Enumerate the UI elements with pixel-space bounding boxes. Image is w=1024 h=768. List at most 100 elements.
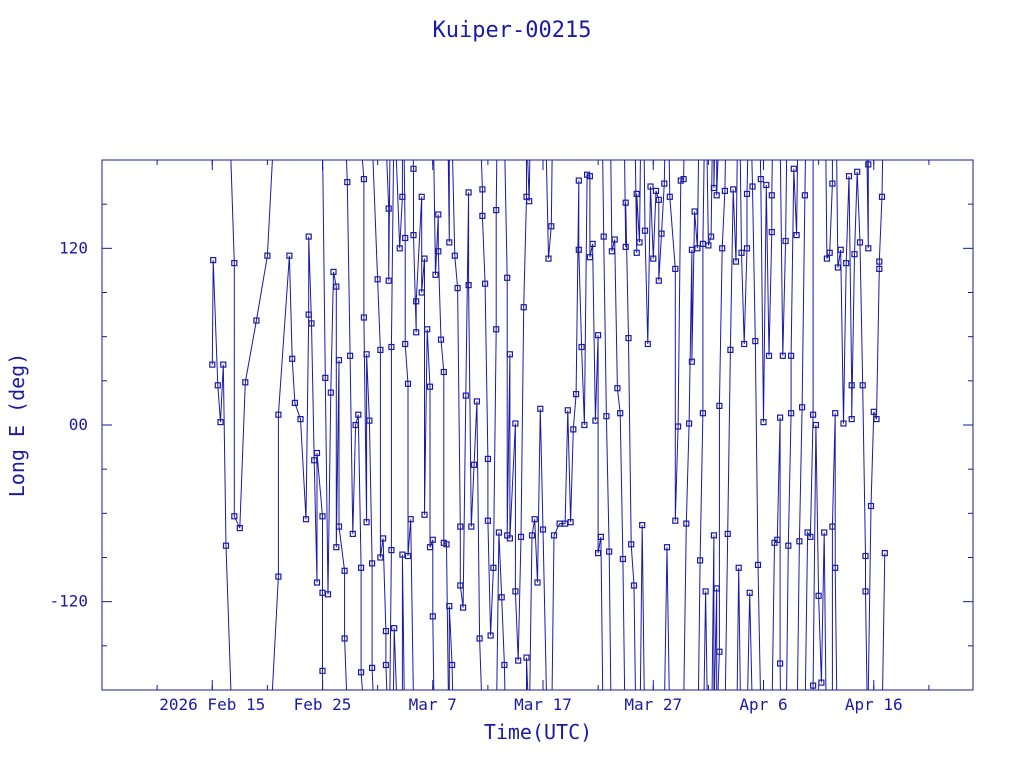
data-point-marker: [344, 179, 351, 186]
x-tick-label: 2026 Feb 15: [159, 695, 265, 714]
y-axis-label: Long E (deg): [5, 353, 29, 498]
data-point-marker: [484, 455, 491, 462]
data-point-marker: [843, 260, 850, 267]
data-point-marker: [236, 524, 243, 532]
x-tick-label: Mar 7: [409, 695, 457, 714]
data-point-marker: [222, 542, 230, 549]
data-point-marker: [545, 255, 552, 262]
data-point-marker: [854, 168, 861, 175]
data-point-marker: [534, 579, 541, 586]
data-point-marker: [705, 242, 712, 249]
data-point-marker: [628, 541, 635, 548]
data-point-marker: [410, 232, 417, 239]
data-point-marker: [691, 208, 698, 215]
x-axis-label: Time(UTC): [484, 720, 592, 744]
data-point-marker: [454, 285, 461, 292]
data-point-marker: [473, 398, 480, 405]
data-point-marker: [426, 383, 434, 390]
data-point-marker: [785, 542, 792, 549]
data-point-marker: [636, 239, 643, 246]
data-point-marker: [388, 546, 395, 554]
data-point-marker: [217, 419, 224, 426]
data-point-marker: [363, 519, 370, 526]
data-point-marker: [732, 258, 740, 265]
data-point-marker: [446, 239, 453, 246]
data-point-marker: [586, 173, 594, 180]
data-point-marker: [752, 338, 759, 345]
data-point-marker: [220, 361, 227, 368]
data-point-marker: [214, 382, 221, 389]
data-point-marker: [572, 391, 580, 398]
data-point-marker: [297, 416, 304, 423]
data-point-marker: [721, 187, 729, 194]
data-point-marker: [608, 248, 616, 255]
data-point-marker: [594, 332, 602, 339]
data-point-marker: [210, 257, 217, 264]
data-point-marker: [821, 529, 828, 536]
data-point-marker: [413, 298, 420, 305]
data-point-marker: [253, 317, 260, 324]
data-point-marker: [520, 304, 527, 311]
data-point-marker: [360, 176, 367, 183]
data-point-marker: [743, 190, 751, 197]
data-point-marker: [611, 236, 618, 243]
data-point-marker: [487, 632, 494, 639]
data-point-marker: [291, 399, 298, 406]
data-point-marker: [358, 669, 365, 676]
data-point-marker: [617, 410, 624, 417]
data-point-marker: [793, 232, 800, 239]
data-point-marker: [341, 567, 348, 574]
data-point-marker: [658, 230, 665, 237]
data-point-marker: [564, 407, 571, 414]
data-point-marker: [760, 419, 767, 426]
data-point-marker: [333, 544, 340, 551]
data-point-marker: [743, 245, 751, 252]
data-point-marker: [738, 249, 745, 256]
data-point-marker: [633, 249, 640, 256]
data-point-marker: [594, 549, 602, 557]
data-point-marker: [484, 517, 491, 524]
data-point-marker: [286, 252, 293, 259]
data-point-marker: [506, 351, 513, 358]
data-point-marker: [652, 187, 660, 194]
data-point-marker: [402, 340, 409, 348]
data-point-marker: [592, 417, 599, 424]
data-point-marker: [710, 184, 718, 192]
data-point-marker: [694, 245, 701, 252]
data-point-marker: [867, 502, 875, 510]
data-point-marker: [719, 245, 726, 252]
data-point-marker: [672, 517, 679, 524]
data-point-marker: [832, 564, 839, 571]
data-point-marker: [421, 511, 428, 518]
data-point-marker: [308, 320, 315, 327]
plot-frame: [101, 159, 974, 691]
data-point-marker: [650, 255, 657, 262]
data-point-marker: [410, 165, 417, 172]
data-point-marker: [465, 282, 472, 289]
data-point-marker: [674, 423, 682, 430]
data-point-marker: [768, 229, 775, 236]
data-point-marker: [355, 411, 362, 418]
data-point-marker: [264, 252, 271, 259]
data-point-marker: [834, 264, 842, 271]
x-tick-label: Mar 17: [514, 695, 572, 714]
data-point-marker: [567, 519, 574, 526]
y-tick-label: 120: [59, 238, 88, 257]
data-point-marker: [735, 564, 742, 571]
data-point-marker: [655, 196, 662, 203]
data-point-marker: [498, 594, 505, 601]
data-point-marker: [622, 243, 629, 250]
data-point-marker: [716, 648, 723, 655]
data-point-marker: [333, 283, 340, 290]
data-point-marker: [504, 274, 511, 281]
data-point-marker: [382, 661, 389, 669]
data-point-marker: [426, 544, 434, 551]
data-point-marker: [490, 564, 497, 571]
data-point-marker: [531, 516, 538, 523]
series-line: [211, 160, 886, 690]
data-point-marker: [641, 227, 649, 234]
data-point-marker: [851, 251, 858, 258]
data-point-marker: [369, 560, 376, 567]
x-tick-label: Apr 16: [845, 695, 903, 714]
data-point-marker: [479, 212, 486, 219]
